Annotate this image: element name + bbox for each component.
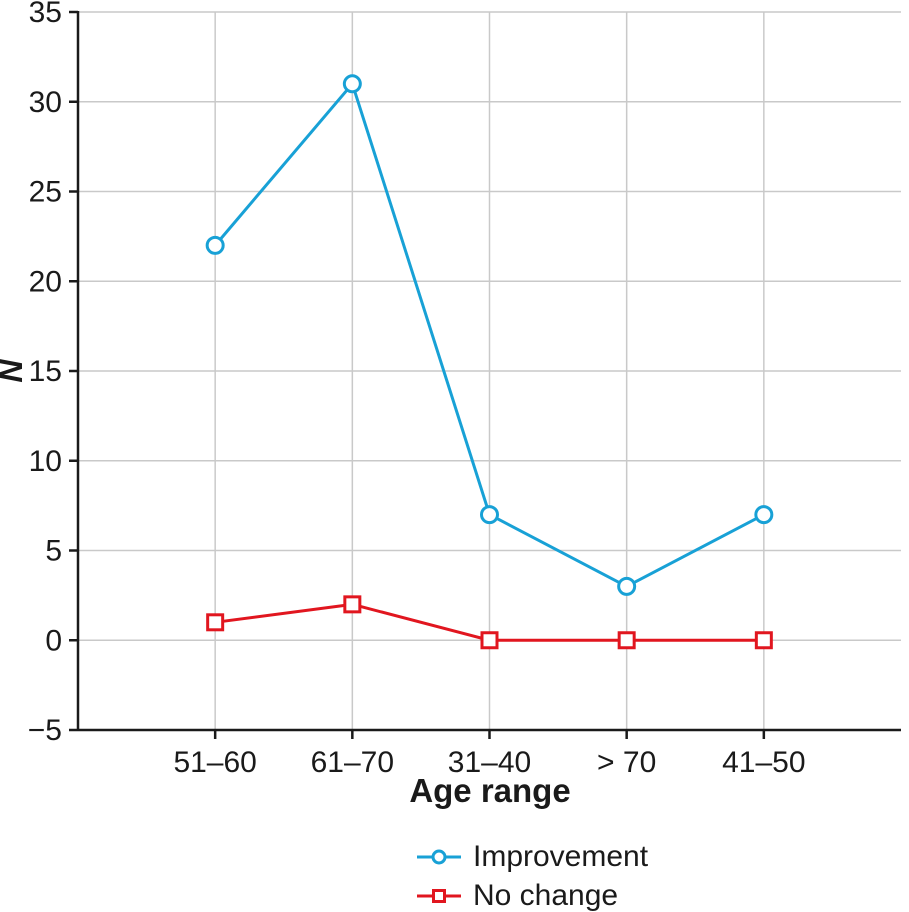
legend-marker-improvement: [417, 849, 461, 865]
y-tick-label: 15: [29, 355, 62, 388]
y-tick-label: 0: [45, 624, 62, 657]
data-point-no-change: [206, 613, 225, 632]
legend-marker-no-change: [417, 889, 461, 903]
legend-item-improvement: Improvement: [415, 840, 648, 874]
data-point-improvement: [205, 235, 225, 255]
data-point-no-change: [343, 595, 362, 614]
legend-label-improvement: Improvement: [473, 840, 649, 873]
x-tick-label: 51–60: [173, 746, 256, 779]
x-tick-label: 41–50: [722, 746, 805, 779]
legend: Improvement No change: [415, 840, 648, 912]
y-tick-label: 25: [29, 176, 62, 209]
y-tick-label: 35: [29, 0, 62, 29]
legend-label-no-change: No change: [473, 879, 619, 912]
x-tick-label: 31–40: [448, 746, 531, 779]
data-point-no-change: [480, 631, 499, 650]
y-tick-label: −5: [28, 714, 62, 747]
data-point-no-change: [617, 631, 636, 650]
y-tick-label: 5: [45, 535, 62, 568]
data-point-improvement: [754, 505, 774, 525]
y-tick-label: 20: [29, 265, 62, 298]
plot-area: −5 0 5 10 15 20 25 30 35 51–60 61–70 31–40 > 70 41–50: [28, 0, 901, 779]
data-point-improvement: [480, 505, 499, 525]
y-tick-label: 30: [29, 86, 62, 119]
data-point-improvement: [617, 576, 637, 596]
legend-item-no-change: No change: [415, 879, 618, 912]
x-tick-label: > 70: [597, 746, 656, 779]
data-point-improvement: [342, 74, 362, 94]
y-tick-label: 10: [29, 445, 62, 478]
x-tick-label: 61–70: [311, 746, 394, 779]
y-axis-label: N: [0, 359, 29, 383]
data-point-no-change: [754, 631, 773, 650]
x-axis-label: Age range: [409, 772, 570, 809]
